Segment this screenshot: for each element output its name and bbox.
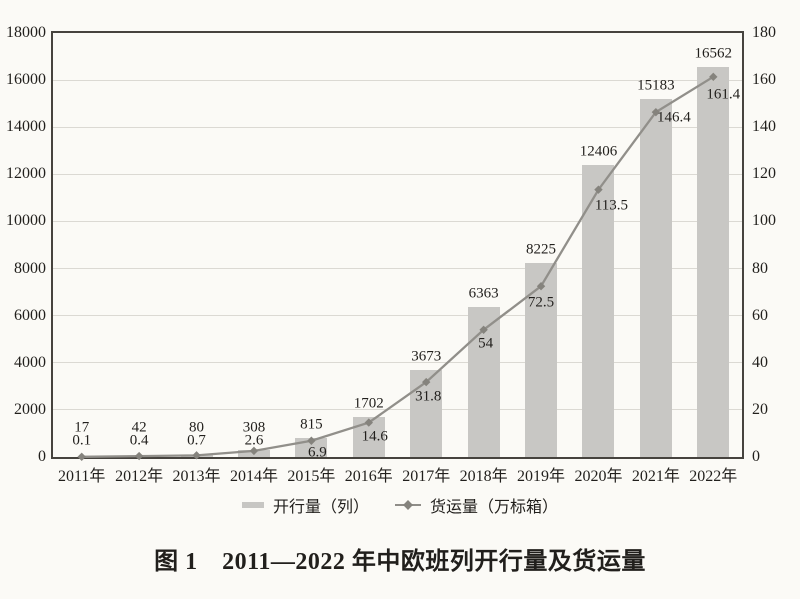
bar [467, 307, 500, 457]
line-value-label: 72.5 [527, 294, 555, 311]
x-axis-category-label: 2016年 [344, 468, 393, 485]
bar-value-label: 1702 [353, 395, 384, 412]
right-axis-tick-label: 100 [752, 212, 776, 230]
right-axis-tick-label: 140 [752, 118, 776, 136]
gridline [53, 126, 742, 128]
bar-value-label: 815 [300, 416, 323, 433]
left-axis-tick-label: 0 [38, 448, 46, 465]
bar [697, 66, 730, 457]
x-axis-category-label: 2018年 [459, 468, 508, 485]
legend-item-trains: 开行量（列） [241, 493, 369, 517]
x-axis-category-label: 2019年 [517, 468, 566, 485]
left-axis-tick-label: 12000 [6, 165, 46, 183]
x-axis-category-label: 2015年 [287, 468, 336, 485]
gridline [53, 173, 742, 175]
bar-swatch-icon [241, 502, 264, 508]
right-axis-tick-label: 20 [752, 400, 768, 418]
right-axis-tick-label: 80 [752, 259, 768, 277]
right-axis-tick-label: 60 [752, 306, 768, 324]
left-axis-tick-label: 18000 [6, 24, 46, 41]
right-axis-tick-label: 120 [752, 165, 776, 183]
bar [237, 449, 270, 457]
legend-item-freight: 货运量（万标箱） [395, 493, 558, 517]
bar-value-label: 16562 [694, 45, 733, 62]
figure-caption: 图 1 2011—2022 年中欧班列开行量及货运量 [154, 549, 646, 575]
line-value-label: 113.5 [594, 197, 629, 214]
right-axis-tick-label: 180 [752, 24, 776, 41]
legend: 开行量（列） 货运量（万标箱） [0, 493, 800, 517]
left-axis-tick-label: 8000 [14, 259, 46, 277]
left-axis-tick-label: 16000 [6, 71, 46, 89]
right-axis-tick-label: 160 [752, 71, 776, 89]
right-axis-tick-label: 40 [752, 353, 768, 371]
x-axis-category-label: 2012年 [115, 468, 164, 485]
left-axis-tick-label: 4000 [14, 353, 46, 371]
gridline [53, 409, 742, 411]
bar-value-label: 3673 [411, 348, 442, 365]
bar [639, 99, 672, 457]
line-value-label: 0.1 [72, 432, 92, 448]
diamond-marker-icon [403, 500, 413, 510]
line-value-label: 54 [478, 335, 494, 352]
line-value-label: 6.9 [308, 444, 327, 461]
line-path [81, 75, 714, 458]
left-axis-tick-label: 2000 [14, 400, 46, 418]
line-value-label: 161.4 [706, 86, 741, 103]
bar-value-label: 12406 [579, 143, 618, 160]
bar [123, 456, 156, 457]
bar [180, 455, 213, 457]
bar-value-label: 15183 [637, 77, 675, 94]
x-axis-category-label: 2020年 [574, 468, 623, 485]
bar-value-label: 8225 [526, 241, 557, 258]
bar-value-label: 6363 [468, 285, 499, 302]
legend-label-trains: 开行量（列） [272, 499, 369, 516]
x-axis-category-label: 2013年 [172, 468, 221, 485]
gridline [53, 362, 742, 364]
line-value-label: 146.4 [657, 109, 691, 126]
line-value-label: 31.8 [415, 388, 442, 405]
right-axis-tick-label: 0 [752, 448, 760, 465]
legend-label-freight: 货运量（万标箱） [430, 499, 559, 516]
line-value-label: 0.4 [129, 432, 149, 448]
bar [410, 370, 443, 457]
gridline [53, 268, 742, 270]
left-axis-tick-label: 6000 [14, 306, 46, 324]
x-axis-category-label: 2017年 [402, 468, 451, 485]
gridline [53, 220, 742, 222]
left-axis-tick-label: 14000 [6, 118, 46, 136]
x-axis-category-label: 2022年 [689, 468, 738, 485]
line-swatch-icon [395, 500, 421, 510]
gridline [53, 315, 742, 317]
x-axis-category-label: 2014年 [229, 468, 278, 485]
left-axis-tick-label: 10000 [6, 212, 46, 230]
line-value-label: 14.6 [361, 428, 388, 445]
x-axis-category-label: 2021年 [631, 468, 680, 485]
x-axis-category-label: 2011年 [57, 468, 106, 485]
line-value-label: 0.7 [187, 432, 206, 448]
line-value-label: 2.6 [244, 432, 264, 448]
bar [525, 263, 558, 457]
